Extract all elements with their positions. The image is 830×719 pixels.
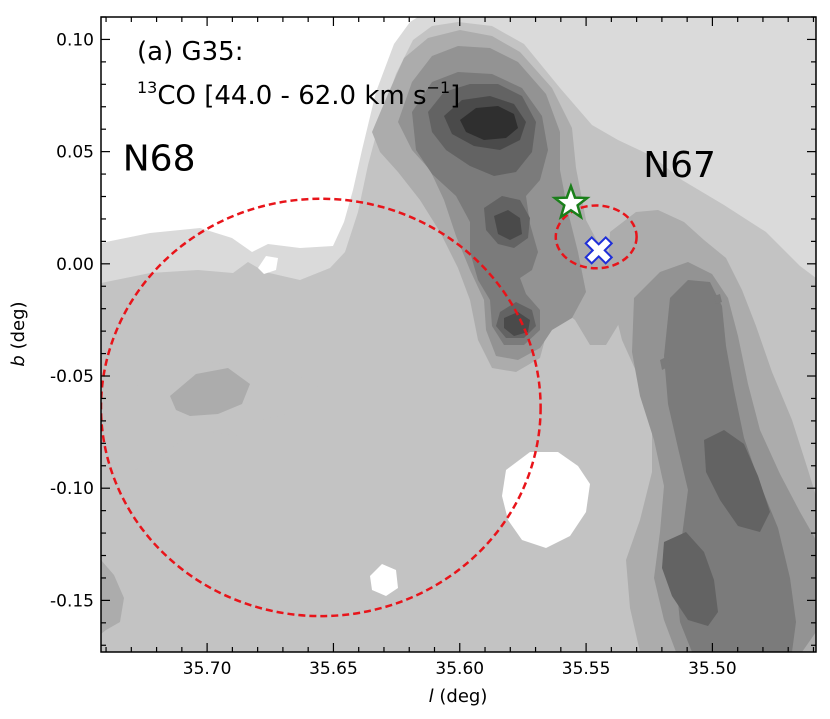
contour-hole bbox=[370, 564, 398, 596]
contour-hole bbox=[258, 256, 278, 274]
x-tick-label: 35.50 bbox=[688, 659, 737, 679]
y-tick-label: -0.05 bbox=[50, 367, 94, 387]
region-label-n67: N67 bbox=[643, 145, 716, 186]
contour-level-8-patch bbox=[460, 106, 518, 140]
plot-frame bbox=[100, 16, 817, 653]
y-axis-label: b (deg) bbox=[8, 301, 29, 366]
y-tick-label: -0.15 bbox=[50, 591, 94, 611]
x-tick-label: 35.65 bbox=[309, 659, 358, 679]
contour-level-2-patch bbox=[101, 22, 816, 652]
x-tick-label: 35.70 bbox=[183, 659, 232, 679]
panel-title: (a) G35: bbox=[137, 37, 243, 67]
contour-level-2-patch bbox=[101, 360, 328, 505]
contour-level-5-patch bbox=[660, 356, 670, 370]
contour-level-7-patch bbox=[494, 210, 522, 240]
contour-level-3-patch bbox=[170, 368, 250, 416]
source-star-marker bbox=[551, 182, 591, 220]
contour-level-7-patch bbox=[504, 312, 530, 336]
x-tick-label: 35.55 bbox=[562, 659, 611, 679]
y-tick-label: 0.10 bbox=[56, 30, 94, 50]
bubble-ring-n67 bbox=[554, 204, 638, 270]
y-tick-label: 0.00 bbox=[56, 255, 94, 275]
x-axis-label: l (deg) bbox=[429, 686, 488, 707]
panel-subtitle: 13CO [44.0 - 62.0 km s−1] bbox=[137, 78, 460, 111]
x-tick-label: 35.60 bbox=[435, 659, 484, 679]
contour-level-6-patch bbox=[704, 430, 770, 532]
source-cross-marker bbox=[584, 235, 614, 265]
contour-hole bbox=[502, 452, 590, 548]
y-tick-label: 0.05 bbox=[56, 143, 94, 163]
y-tick-label: -0.10 bbox=[50, 479, 94, 499]
region-label-n68: N68 bbox=[123, 138, 196, 179]
contour-level-3-patch bbox=[101, 560, 124, 634]
axis-ticks: 35.70 35.65 35.60 35.55 35.50 0.10 0.05 0.00 -0.… bbox=[50, 16, 816, 679]
contour-level-6-patch bbox=[662, 532, 718, 626]
contour-level-2-patch bbox=[101, 560, 152, 652]
co-contour-map bbox=[101, 17, 816, 652]
contour-level-5-patch bbox=[714, 294, 722, 304]
